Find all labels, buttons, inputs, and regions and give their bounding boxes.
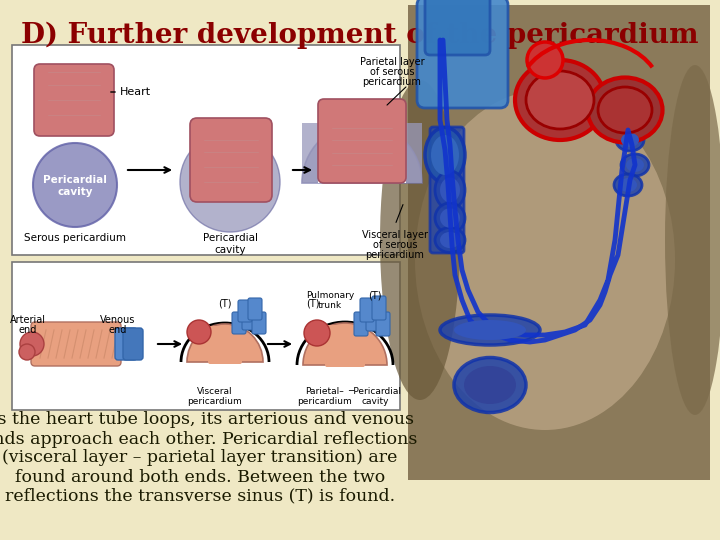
FancyBboxPatch shape (242, 308, 256, 330)
FancyBboxPatch shape (425, 0, 490, 55)
Ellipse shape (621, 133, 639, 147)
Circle shape (180, 132, 280, 232)
Text: cavity: cavity (58, 187, 93, 197)
FancyBboxPatch shape (354, 312, 368, 336)
Ellipse shape (665, 65, 720, 415)
Ellipse shape (425, 127, 465, 183)
Text: (visceral layer – parietal layer transition) are: (visceral layer – parietal layer transit… (2, 449, 397, 467)
FancyBboxPatch shape (302, 123, 318, 183)
FancyBboxPatch shape (248, 298, 262, 320)
Text: (T): (T) (218, 299, 232, 309)
Wedge shape (303, 323, 387, 365)
Text: Heart: Heart (120, 87, 151, 97)
Text: Visceral layer: Visceral layer (362, 230, 428, 240)
Circle shape (20, 332, 44, 356)
Text: of serous: of serous (370, 67, 414, 77)
Ellipse shape (616, 129, 644, 151)
Wedge shape (302, 123, 422, 183)
Ellipse shape (626, 158, 644, 172)
Text: pericardium: pericardium (363, 77, 421, 87)
Text: of serous: of serous (373, 240, 418, 250)
Ellipse shape (440, 315, 540, 345)
Text: Pericardial: Pericardial (202, 233, 258, 243)
Ellipse shape (619, 178, 637, 192)
Ellipse shape (431, 135, 459, 175)
Ellipse shape (415, 90, 675, 430)
Wedge shape (187, 324, 263, 362)
Ellipse shape (621, 154, 649, 176)
FancyBboxPatch shape (376, 312, 390, 336)
Ellipse shape (440, 232, 460, 248)
Text: D) Further development of the pericardium: D) Further development of the pericardiu… (22, 22, 698, 49)
Text: pericardium: pericardium (297, 397, 352, 407)
Ellipse shape (526, 71, 594, 129)
Text: Visceral: Visceral (197, 388, 233, 396)
Text: Parietal–: Parietal– (305, 388, 344, 396)
FancyBboxPatch shape (325, 325, 365, 367)
Text: ends approach each other. Pericardial reflections: ends approach each other. Pericardial re… (0, 430, 417, 448)
Text: As the heart tube loops, its arterious and venous: As the heart tube loops, its arterious a… (0, 411, 415, 429)
Text: (T): (T) (368, 290, 382, 300)
Ellipse shape (464, 366, 516, 404)
Ellipse shape (588, 78, 662, 143)
FancyBboxPatch shape (406, 123, 422, 183)
Text: Venous: Venous (100, 315, 135, 325)
Text: cavity: cavity (215, 245, 246, 255)
Circle shape (187, 320, 211, 344)
FancyBboxPatch shape (430, 127, 464, 253)
Text: pericardium: pericardium (366, 250, 424, 260)
Wedge shape (318, 139, 406, 183)
Ellipse shape (454, 320, 526, 340)
FancyBboxPatch shape (360, 298, 374, 322)
Ellipse shape (435, 227, 465, 253)
FancyBboxPatch shape (372, 296, 386, 320)
Circle shape (33, 143, 117, 227)
Text: (T): (T) (306, 298, 320, 308)
Ellipse shape (598, 87, 652, 133)
Text: reflections the transverse sinus (T) is found.: reflections the transverse sinus (T) is … (5, 488, 395, 504)
FancyBboxPatch shape (232, 312, 246, 334)
Ellipse shape (435, 171, 465, 209)
Text: ─Pericardial: ─Pericardial (348, 388, 402, 396)
Text: trunk: trunk (318, 300, 342, 309)
Text: Parietal layer: Parietal layer (360, 57, 424, 67)
FancyBboxPatch shape (115, 328, 137, 360)
Text: Pulmonary: Pulmonary (306, 291, 354, 300)
Text: Arterial: Arterial (10, 315, 46, 325)
FancyBboxPatch shape (12, 45, 400, 255)
FancyBboxPatch shape (31, 322, 121, 366)
Text: cavity: cavity (361, 397, 389, 407)
Circle shape (19, 344, 35, 360)
Ellipse shape (440, 178, 460, 202)
FancyBboxPatch shape (252, 312, 266, 334)
Text: Serous pericardium: Serous pericardium (24, 233, 126, 243)
FancyBboxPatch shape (408, 5, 710, 480)
Ellipse shape (454, 357, 526, 413)
FancyBboxPatch shape (238, 300, 252, 322)
Text: pericardium: pericardium (188, 397, 243, 407)
FancyBboxPatch shape (417, 0, 508, 108)
Text: found around both ends. Between the two: found around both ends. Between the two (15, 469, 385, 485)
FancyBboxPatch shape (318, 99, 406, 183)
FancyBboxPatch shape (366, 307, 380, 331)
Circle shape (304, 320, 330, 346)
Text: end: end (109, 325, 127, 335)
FancyBboxPatch shape (34, 64, 114, 136)
Ellipse shape (435, 203, 465, 233)
Ellipse shape (614, 174, 642, 196)
Circle shape (527, 42, 563, 78)
Ellipse shape (515, 60, 605, 140)
Ellipse shape (440, 208, 460, 228)
Text: end: end (19, 325, 37, 335)
Ellipse shape (380, 80, 460, 400)
FancyBboxPatch shape (190, 118, 272, 202)
FancyBboxPatch shape (208, 326, 242, 364)
FancyBboxPatch shape (123, 328, 143, 360)
Text: Pericardial: Pericardial (43, 175, 107, 185)
FancyBboxPatch shape (12, 262, 400, 410)
